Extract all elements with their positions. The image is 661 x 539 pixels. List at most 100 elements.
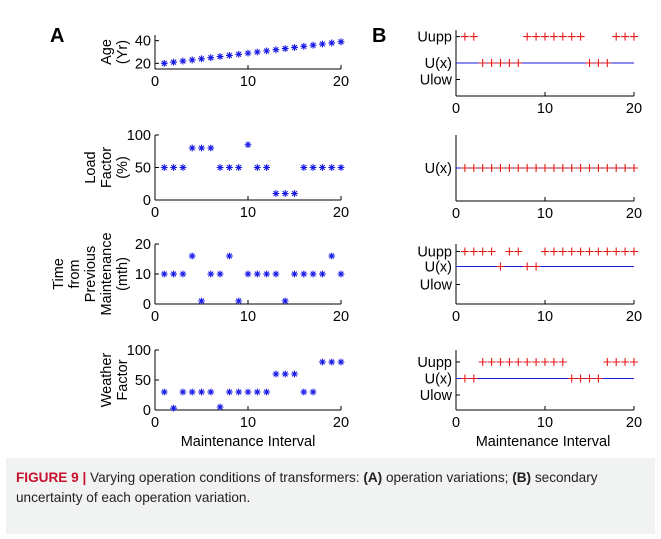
x-tick-label: 0 bbox=[452, 101, 460, 117]
y-tick-label: Ulow bbox=[420, 388, 453, 404]
data-point bbox=[532, 32, 541, 41]
subplot-a-1: 0 10 20 20 40 Age (Yr) bbox=[99, 34, 349, 90]
caption-figure-label: FIGURE 9 | bbox=[16, 470, 87, 485]
x-tick-label: 0 bbox=[151, 415, 159, 431]
data-point bbox=[337, 358, 345, 366]
data-point bbox=[514, 59, 523, 67]
x-tick-label: 20 bbox=[626, 415, 642, 431]
data-point bbox=[188, 56, 196, 64]
data-point bbox=[541, 164, 549, 172]
data-point bbox=[541, 247, 549, 256]
data-point bbox=[514, 164, 523, 172]
data-point bbox=[179, 270, 187, 278]
data-point bbox=[263, 388, 270, 396]
x-tick-label: 10 bbox=[537, 206, 553, 222]
data-point bbox=[532, 262, 541, 271]
data-point bbox=[328, 252, 336, 260]
data-point bbox=[281, 45, 289, 52]
y-axis-label-line: (Yr) bbox=[115, 40, 131, 64]
x-axis-label-b: Maintenance Interval bbox=[476, 434, 611, 450]
data-point bbox=[585, 374, 594, 383]
data-point bbox=[300, 164, 308, 171]
data-point bbox=[603, 164, 612, 172]
data-point bbox=[309, 270, 317, 278]
y-tick-label: U(x) bbox=[425, 56, 452, 72]
y-tick-label: 50 bbox=[135, 373, 151, 389]
y-tick-label: U(x) bbox=[425, 260, 452, 276]
data-point bbox=[523, 262, 532, 271]
data-point bbox=[523, 32, 532, 41]
data-point bbox=[594, 164, 603, 172]
data-point bbox=[523, 164, 532, 172]
data-point bbox=[207, 388, 215, 396]
data-point bbox=[216, 53, 224, 60]
y-tick-label: 100 bbox=[127, 128, 151, 144]
data-point bbox=[291, 270, 298, 278]
y-tick-label: 40 bbox=[135, 34, 151, 50]
x-tick-label: 10 bbox=[240, 415, 256, 431]
data-point bbox=[603, 358, 612, 366]
data-point bbox=[244, 270, 252, 278]
caption-text-2: operation variations; bbox=[382, 470, 513, 485]
data-point bbox=[532, 164, 541, 172]
data-point bbox=[630, 32, 638, 41]
data-point bbox=[549, 358, 558, 366]
data-point bbox=[567, 247, 576, 256]
data-point bbox=[478, 59, 487, 67]
data-point bbox=[612, 358, 621, 366]
x-tick-label: 20 bbox=[626, 309, 642, 325]
data-point bbox=[281, 297, 289, 305]
data-point bbox=[487, 358, 496, 366]
data-point bbox=[585, 164, 594, 172]
data-point bbox=[328, 164, 336, 171]
data-point bbox=[523, 358, 532, 366]
data-point bbox=[612, 32, 621, 41]
y-tick-label: 0 bbox=[143, 403, 151, 419]
data-point bbox=[216, 164, 224, 171]
data-point bbox=[319, 164, 326, 171]
x-tick-label: 10 bbox=[537, 415, 553, 431]
subplot-a-2: 0 10 20 0 50 100 Load Factor (%) bbox=[83, 128, 349, 221]
data-point bbox=[337, 164, 345, 171]
data-point bbox=[532, 358, 541, 366]
data-point bbox=[244, 49, 252, 57]
data-point bbox=[188, 252, 196, 260]
data-point bbox=[300, 270, 308, 278]
data-point bbox=[198, 55, 205, 63]
data-point bbox=[469, 247, 478, 256]
y-axis-label-line: Maintenance bbox=[99, 232, 115, 315]
data-point bbox=[235, 297, 243, 305]
x-tick-label: 0 bbox=[452, 206, 460, 222]
data-point bbox=[567, 32, 576, 41]
data-point bbox=[235, 164, 243, 171]
y-tick-label: 20 bbox=[135, 237, 151, 253]
data-point bbox=[558, 32, 567, 41]
y-tick-label: Uupp bbox=[417, 355, 452, 371]
data-point bbox=[630, 358, 638, 366]
y-tick-label: 0 bbox=[143, 193, 151, 209]
y-tick-label: U(x) bbox=[425, 372, 452, 388]
x-tick-label: 0 bbox=[151, 74, 159, 90]
data-point bbox=[272, 270, 280, 278]
x-tick-label: 20 bbox=[626, 206, 642, 222]
data-point bbox=[226, 252, 233, 260]
panel-label-b: B bbox=[372, 25, 386, 47]
x-tick-label: 10 bbox=[240, 205, 256, 221]
y-axis-label-line: Factor bbox=[99, 147, 115, 188]
y-tick-label: 50 bbox=[135, 161, 151, 177]
data-point bbox=[594, 247, 603, 256]
data-point bbox=[319, 270, 326, 278]
data-point bbox=[188, 388, 196, 396]
data-point bbox=[514, 247, 523, 256]
x-tick-label: 20 bbox=[333, 309, 349, 325]
data-point bbox=[226, 52, 233, 59]
data-point bbox=[541, 32, 549, 41]
data-point bbox=[603, 247, 612, 256]
data-point bbox=[337, 38, 345, 46]
data-point bbox=[496, 262, 505, 271]
data-point bbox=[309, 388, 317, 396]
data-point bbox=[460, 247, 469, 256]
x-tick-label: 10 bbox=[537, 309, 553, 325]
data-point bbox=[244, 141, 252, 149]
data-point bbox=[272, 190, 280, 197]
